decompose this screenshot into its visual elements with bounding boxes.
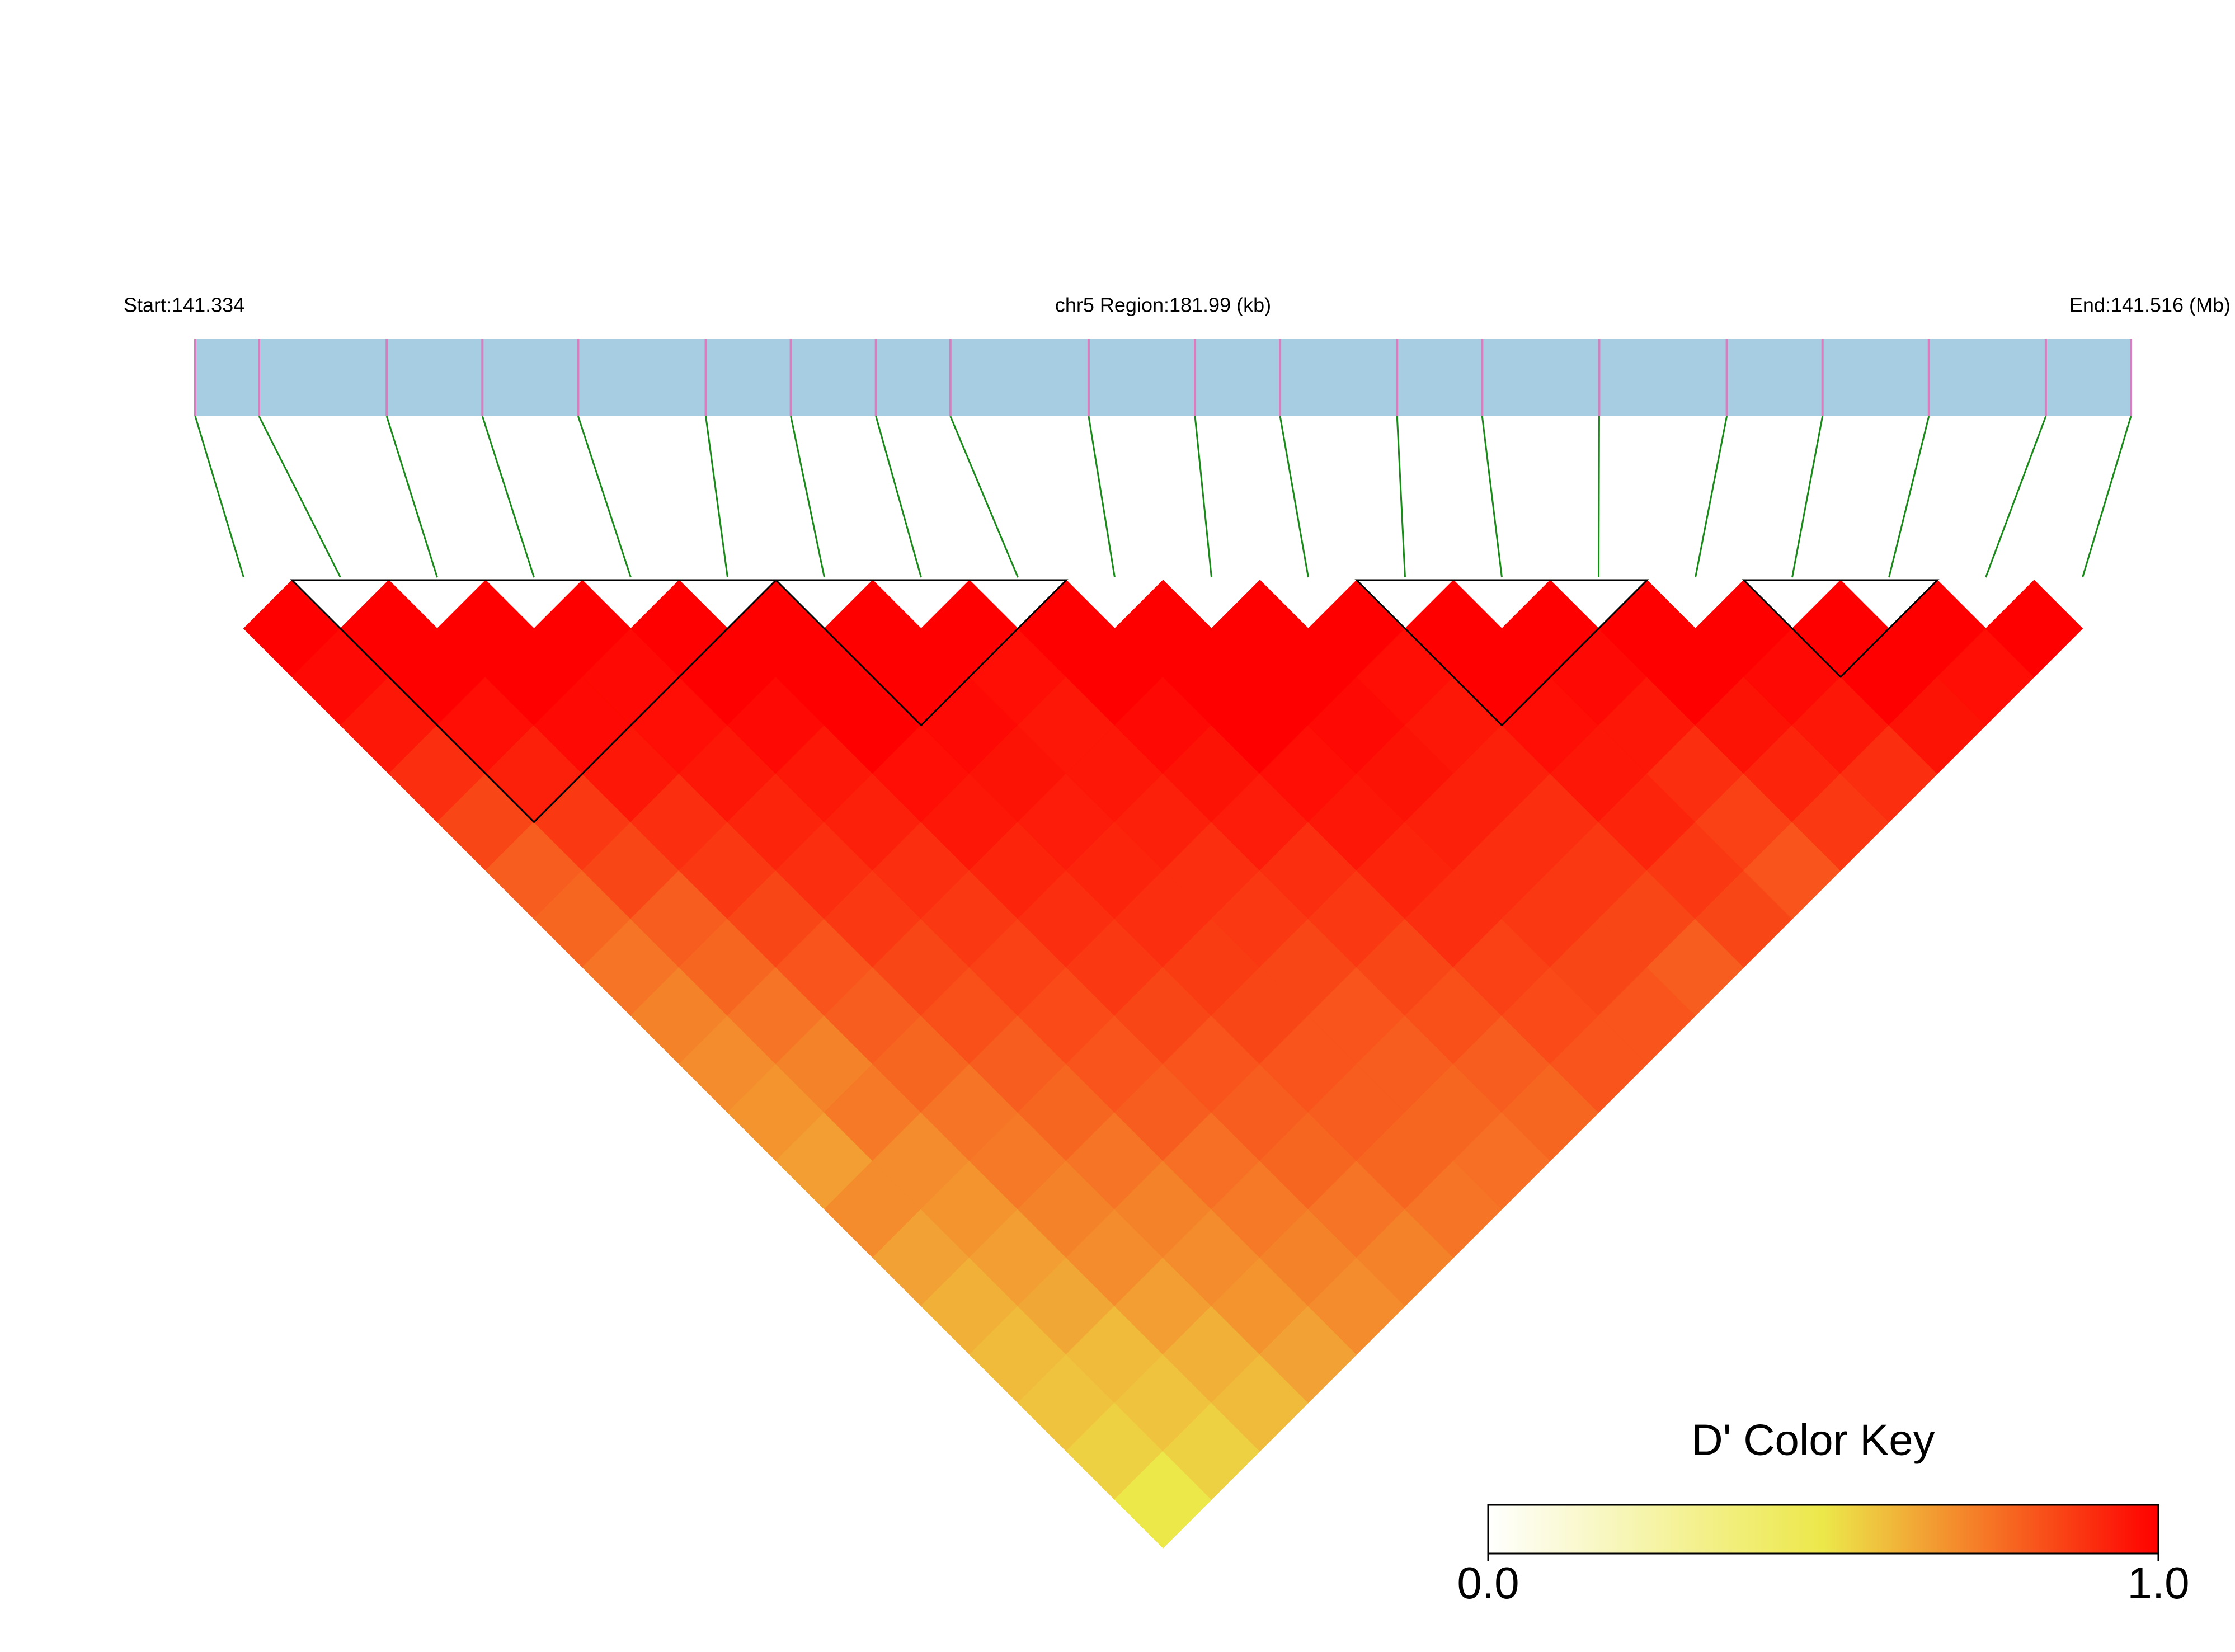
snp-connector xyxy=(1396,416,1406,578)
snp-connector xyxy=(1481,416,1503,578)
key-tick-label: 0.0 xyxy=(1457,1558,1519,1608)
haplotype-block xyxy=(1354,579,1649,727)
snp-connector xyxy=(705,416,728,578)
snp-connector xyxy=(875,416,922,578)
snp-connector xyxy=(1088,416,1116,578)
ld-cell xyxy=(1985,580,2083,677)
snp-connector xyxy=(194,416,244,578)
snp-track xyxy=(195,339,2131,416)
haplotype-block xyxy=(774,579,1069,727)
snp-connector xyxy=(1888,416,1930,578)
snp-connector xyxy=(385,416,438,578)
snp-connector xyxy=(258,416,341,578)
snp-connector xyxy=(577,416,632,578)
region-label: chr5 Region:181.99 (kb) xyxy=(1055,294,1271,317)
snp-connector xyxy=(1695,416,1728,578)
snp-connector xyxy=(1194,416,1212,578)
haplotype-block xyxy=(290,579,778,823)
snp-connector xyxy=(949,416,1019,578)
end-label: End:141.516 (Mb) xyxy=(2069,294,2231,317)
snp-connector xyxy=(2082,416,2132,578)
key-title: D' Color Key xyxy=(1691,1415,1935,1465)
haplotype-block xyxy=(1742,579,1940,679)
snp-connector xyxy=(1985,416,2047,578)
snp-connector xyxy=(481,416,535,578)
snp-connector xyxy=(1279,416,1309,578)
snp-connector xyxy=(1791,416,1824,578)
start-label: Start:141.334 xyxy=(124,294,244,317)
snp-connector xyxy=(790,416,825,578)
color-key xyxy=(1487,1504,2159,1555)
key-tick-label: 1.0 xyxy=(2127,1558,2189,1608)
